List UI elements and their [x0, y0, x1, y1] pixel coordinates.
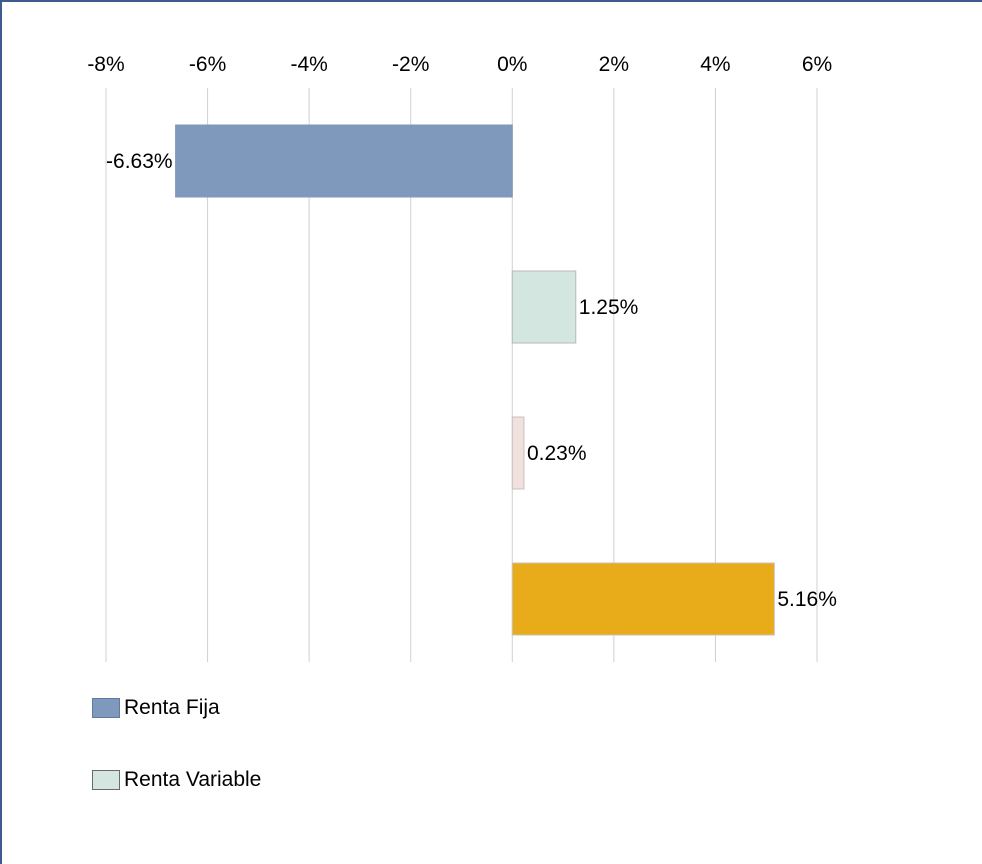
- legend-swatch-renta-fija: [92, 698, 120, 718]
- bar: [511, 270, 577, 344]
- x-tick-label: -4%: [290, 53, 327, 76]
- bar: [511, 416, 525, 490]
- x-tick-label: 6%: [802, 53, 832, 76]
- x-tick-label: 2%: [599, 53, 629, 76]
- legend-label-renta-fija: Renta Fija: [124, 696, 220, 719]
- x-tick-labels: -8% -6% -4% -2% 0% 2% 4% 6%: [87, 53, 832, 76]
- legend-item-renta-fija: Renta Fija: [92, 696, 220, 720]
- bar-data-label: 0.23%: [527, 442, 587, 465]
- bar-data-label: -6.63%: [106, 150, 173, 173]
- bars: [175, 124, 775, 636]
- x-tick-label: 4%: [700, 53, 730, 76]
- x-tick-label: -2%: [392, 53, 429, 76]
- legend-item-renta-variable: Renta Variable: [92, 768, 261, 792]
- x-tick-label: 0%: [497, 53, 527, 76]
- legend-label-renta-variable: Renta Variable: [124, 768, 262, 791]
- bar: [175, 124, 513, 198]
- bar: [511, 562, 775, 636]
- legend-swatch-renta-variable: [92, 770, 120, 790]
- bar-data-labels: -6.63% 1.25% 0.23% 5.16%: [106, 150, 837, 611]
- bar-data-label: 1.25%: [579, 296, 639, 319]
- x-tick-label: -8%: [87, 53, 124, 76]
- bar-data-label: 5.16%: [777, 588, 837, 611]
- x-tick-label: -6%: [189, 53, 226, 76]
